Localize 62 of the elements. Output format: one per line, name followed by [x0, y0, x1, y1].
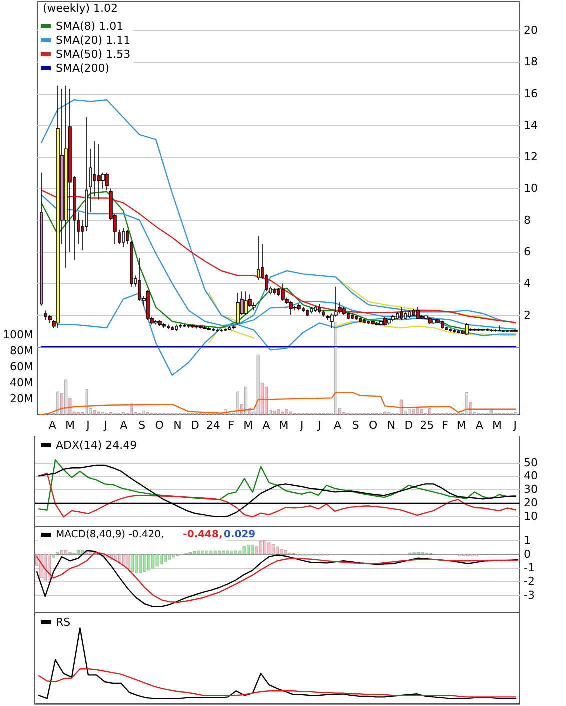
y-tick-label: 50 — [524, 456, 538, 470]
annotation: 0.029 — [224, 530, 256, 540]
x-tick-label: D — [190, 419, 200, 432]
y-tick-label: -2 — [524, 575, 535, 588]
y-tick-label: 14 — [524, 118, 538, 132]
x-tick-label: A — [334, 419, 342, 432]
y-tick-label: 2 — [524, 308, 531, 322]
x-tick-label: O — [369, 419, 378, 432]
legend-label: RS — [56, 616, 71, 629]
x-tick-label: S — [352, 419, 360, 432]
y-tick-label: 16 — [524, 87, 538, 100]
y-tick-label: 8 — [524, 214, 531, 227]
x-tick-label: J — [512, 419, 517, 432]
x-tick-label: A — [476, 419, 484, 432]
y-tick-label: 20 — [524, 24, 538, 37]
y-tick-label: 30 — [524, 483, 538, 496]
legend-label: SMA(8) 1.01 — [56, 20, 124, 33]
x-tick-label: F — [442, 419, 448, 432]
x-tick-label: M — [244, 419, 254, 432]
x-tick-label: O — [155, 419, 164, 432]
y2-tick-label: 100M — [2, 328, 34, 342]
x-tick-label: J — [103, 419, 108, 432]
legend-label: MACD(8,40,9) -0.420, — [56, 530, 164, 540]
x-tick-label: 24 — [206, 419, 220, 432]
legend-label: ADX(14) 24.49 — [56, 439, 138, 452]
x-tick-label: A — [48, 419, 57, 432]
y-tick-label: 12 — [524, 150, 538, 164]
x-tick-label: D — [404, 419, 414, 432]
x-tick-label: J — [86, 419, 90, 432]
x-tick-label: M — [279, 419, 289, 432]
x-tick-label: S — [138, 419, 146, 432]
y-tick-label: 18 — [524, 56, 538, 69]
x-tick-label: N — [387, 419, 396, 432]
x-tick-label: J — [317, 419, 322, 432]
y2-tick-label: 20M — [10, 392, 34, 406]
y-tick-label: -1 — [524, 561, 535, 574]
legend-label: SMA(20) 1.11 — [56, 34, 131, 47]
y-tick-label: 40 — [524, 470, 538, 483]
x-tick-label: A — [120, 419, 128, 432]
legend-label: SMA(50) 1.53 — [56, 48, 131, 61]
x-tick-label: M — [492, 419, 502, 432]
y-tick-label: 20 — [524, 496, 538, 510]
x-tick-label: N — [174, 419, 182, 432]
y2-tick-label: 80M — [10, 344, 34, 358]
y-tick-label: 10 — [524, 510, 538, 523]
x-tick-label: M — [456, 419, 466, 432]
y-tick-label: 1 — [524, 534, 531, 548]
legend-label: SMA(200) — [56, 62, 110, 75]
x-tick-label: F — [228, 419, 235, 432]
chart-title: (weekly) 1.02 — [43, 2, 118, 15]
y-tick-label: 0 — [524, 548, 531, 561]
x-tick-label: M — [65, 419, 75, 432]
y-tick-label: 4 — [524, 277, 531, 290]
y-tick-label: 10 — [524, 182, 538, 196]
text: -0.448, — [183, 530, 223, 540]
x-tick-label: J — [299, 419, 304, 432]
x-tick-label: A — [262, 419, 271, 432]
y2-tick-label: 60M — [10, 360, 34, 374]
y-tick-label: -3 — [524, 588, 535, 602]
x-tick-label: 25 — [420, 419, 434, 432]
y-tick-label: 6 — [524, 246, 531, 259]
y2-tick-label: 40M — [10, 376, 34, 390]
